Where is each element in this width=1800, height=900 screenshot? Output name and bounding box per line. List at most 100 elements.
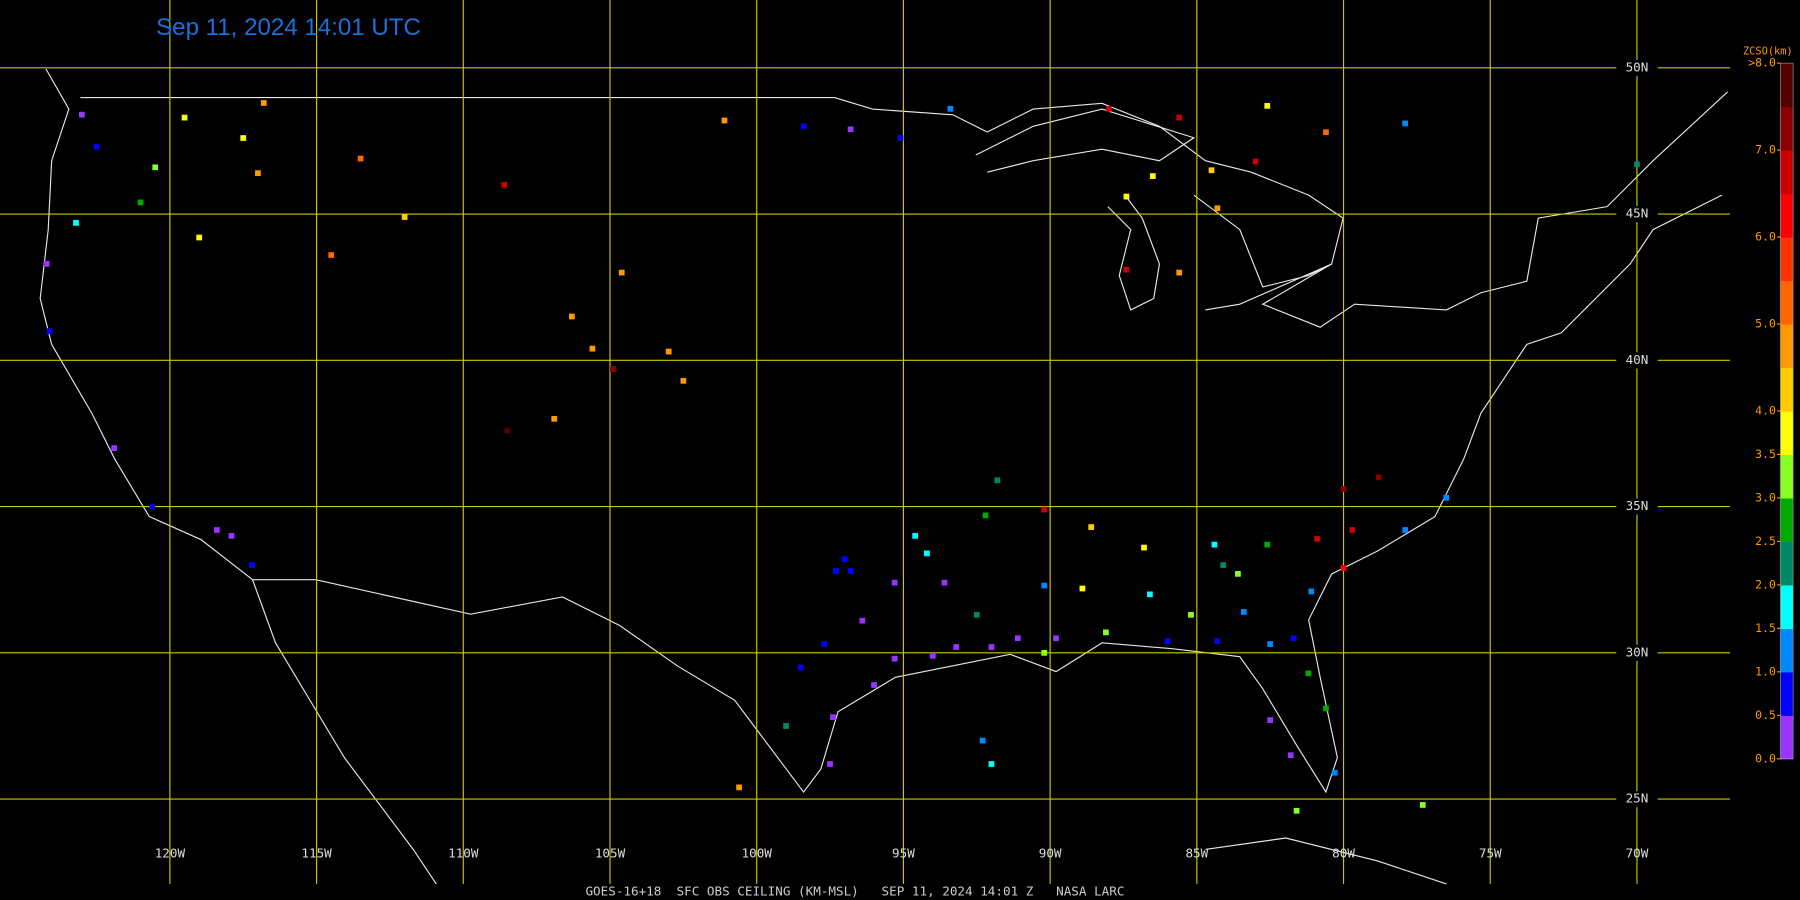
legend-color: [1780, 63, 1794, 108]
station: [1147, 591, 1153, 598]
station: [1323, 129, 1329, 136]
station: [833, 568, 839, 574]
station: [841, 556, 848, 563]
station: [401, 214, 408, 220]
station: [610, 366, 616, 372]
longitude-label: 100W: [742, 846, 773, 861]
station: [1235, 571, 1241, 577]
station: [1264, 541, 1271, 548]
station: [1264, 103, 1271, 109]
station: [982, 512, 989, 519]
station: [721, 117, 728, 124]
legend-tick-label: 2.0: [1755, 577, 1776, 591]
legend-tick-label: 5.0: [1755, 317, 1776, 331]
title: Sep 11, 2024 14:01 UTC: [156, 14, 421, 41]
station: [1240, 609, 1247, 615]
station: [1214, 205, 1221, 212]
legend: ZCSO(km) 0.0 0.5 1.0 1.5 2.0 2.5 3.0 3.5 4.0 5.0 6.…: [1743, 46, 1794, 765]
station: [501, 181, 508, 188]
legend-tick-label: 3.0: [1755, 490, 1776, 504]
cuba: [1205, 837, 1447, 885]
longitude-label: 85W: [1185, 846, 1208, 861]
station: [1267, 641, 1274, 647]
legend-color: [1780, 454, 1794, 499]
station: [1211, 541, 1218, 548]
station: [152, 164, 159, 171]
station: [1290, 635, 1297, 642]
mexico-coast: [252, 579, 437, 885]
station: [1402, 527, 1409, 533]
station: [947, 105, 954, 112]
legend-tick-label: 3.5: [1755, 447, 1776, 461]
station: [1041, 506, 1048, 513]
station: [504, 427, 511, 434]
legend-tick-label: >8.0: [1748, 56, 1776, 70]
legend-color: [1780, 497, 1794, 542]
station: [1188, 611, 1194, 618]
latitude-label: 35N: [1626, 498, 1649, 513]
legend-color: [1780, 541, 1794, 586]
station: [1164, 638, 1171, 645]
legend-tick-label: 1.0: [1755, 664, 1776, 678]
station: [988, 644, 995, 650]
station: [1402, 120, 1409, 127]
legend-color: [1780, 193, 1794, 238]
legend-title: ZCSO(km): [1743, 46, 1793, 58]
station: [891, 655, 898, 662]
station: [665, 348, 672, 355]
legend-color: [1780, 628, 1794, 673]
station: [196, 234, 203, 241]
station: [929, 652, 936, 659]
footer: GOES-16+18 SFC OBS CEILING (KM-MSL) SEP …: [585, 883, 1124, 898]
station: [821, 641, 828, 647]
station: [941, 579, 948, 586]
latitude-label: 25N: [1626, 791, 1649, 806]
station: [871, 682, 877, 688]
station: [328, 252, 335, 258]
legend-tick-label: 2.5: [1755, 534, 1776, 548]
station: [847, 568, 854, 574]
legend-color: [1780, 106, 1794, 151]
station: [1149, 173, 1156, 179]
station: [1349, 527, 1356, 533]
latitude-label-bg: [1616, 644, 1658, 661]
legend-color: [1780, 715, 1794, 760]
station: [260, 100, 267, 106]
station: [255, 170, 261, 177]
longitude-label: 120W: [155, 846, 186, 861]
station: [1041, 582, 1048, 589]
station: [1308, 588, 1315, 595]
legend-tick-label: 7.0: [1755, 143, 1776, 157]
station: [1252, 158, 1259, 165]
legend-tick-label: 6.0: [1755, 230, 1776, 244]
station: [357, 155, 364, 162]
station: [827, 761, 833, 767]
station: [1103, 629, 1109, 636]
station: [1323, 705, 1329, 712]
legend-tick-label: 1.5: [1755, 621, 1776, 635]
station: [181, 114, 188, 121]
latitude-label-bg: [1616, 498, 1658, 515]
station: [1220, 562, 1227, 568]
station: [847, 126, 854, 133]
station: [736, 784, 742, 791]
station: [1176, 114, 1183, 121]
station: [149, 503, 156, 510]
station: [1123, 266, 1130, 273]
legend-tick-label: 0.5: [1755, 708, 1776, 722]
latitude-label: 30N: [1626, 644, 1649, 659]
station: [830, 714, 836, 721]
station: [979, 737, 986, 744]
station: [973, 611, 980, 618]
stations: [43, 100, 1640, 814]
station: [1267, 717, 1274, 723]
station: [589, 345, 596, 352]
legend-color: [1780, 671, 1794, 716]
station: [240, 135, 247, 141]
station: [213, 527, 220, 533]
station: [1634, 161, 1640, 168]
legend-color: [1780, 237, 1794, 282]
